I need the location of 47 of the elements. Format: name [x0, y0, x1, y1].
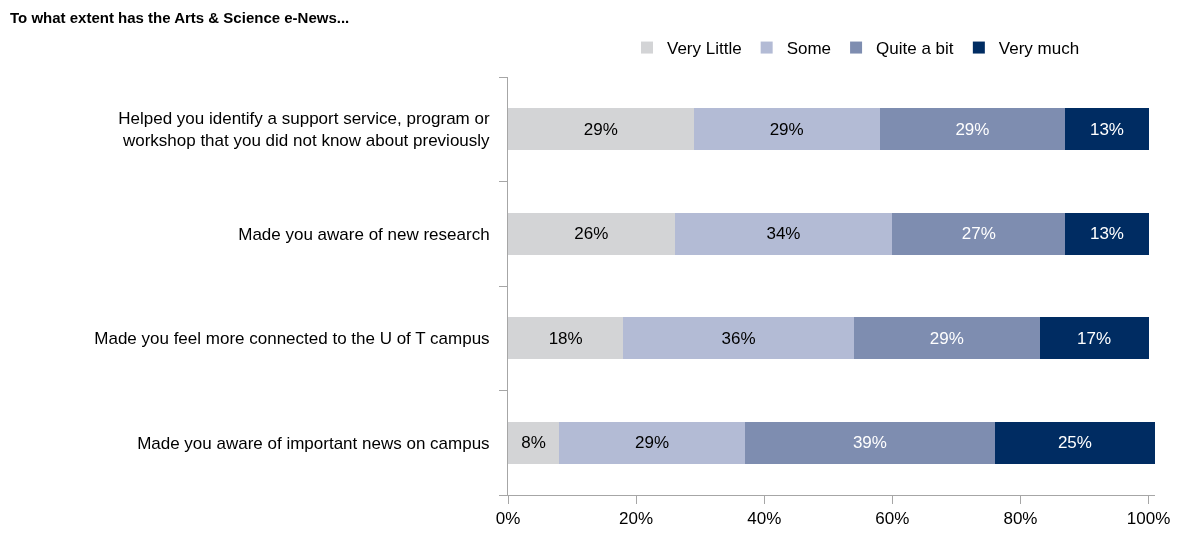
- legend-label: Some: [786, 39, 832, 59]
- data-label: 26%: [574, 224, 609, 244]
- x-tick-label: 100%: [1126, 509, 1171, 529]
- bar: [508, 108, 694, 151]
- data-label: 39%: [852, 433, 887, 453]
- bar: [994, 421, 1155, 464]
- bar: [508, 212, 675, 255]
- bar: [1065, 212, 1149, 255]
- bar: [508, 317, 624, 360]
- data-label: 25%: [1057, 433, 1092, 453]
- data-label: 34%: [766, 224, 801, 244]
- data-label: 29%: [929, 328, 964, 348]
- data-label: 13%: [1089, 119, 1124, 139]
- bar: [674, 212, 893, 255]
- legend-label: Very much: [998, 39, 1080, 59]
- bar: [1039, 317, 1149, 360]
- x-tick-label: 20%: [619, 509, 654, 529]
- bar: [559, 421, 746, 464]
- y-tick-label: Made you feel more connected to the U of T campus: [94, 329, 490, 349]
- legend-label: Very Little: [667, 39, 742, 59]
- bar: [879, 108, 1066, 151]
- legend-label: Quite a bit: [876, 39, 954, 59]
- x-tick-label: 60%: [875, 509, 910, 529]
- y-tick-label: Made you aware of new research: [238, 224, 490, 244]
- y-tick-label: Made you aware of important news on campus: [137, 433, 490, 453]
- x-tick-label: 40%: [747, 509, 782, 529]
- data-label: 17%: [1077, 328, 1112, 348]
- bar: [745, 421, 995, 464]
- data-label: 18%: [548, 328, 583, 348]
- bar: [853, 317, 1040, 360]
- data-label: 27%: [961, 224, 996, 244]
- bar: [693, 108, 880, 151]
- data-label: 13%: [1089, 224, 1124, 244]
- text: To what extent has the Arts & Science e-News...: [10, 9, 350, 27]
- data-label: 36%: [721, 328, 756, 348]
- data-label: 29%: [955, 119, 990, 139]
- data-label: 29%: [769, 119, 804, 139]
- bar: [623, 317, 854, 360]
- data-label: 8%: [521, 433, 546, 453]
- data-label: 29%: [635, 433, 670, 453]
- x-tick-label: 80%: [1003, 509, 1038, 529]
- x-tick-label: 0%: [495, 509, 521, 529]
- bar: [508, 421, 560, 464]
- bar: [1065, 108, 1149, 151]
- y-tick-label: Helped you identify a support service, program or workshop that you did not know about previously: [118, 109, 491, 151]
- data-label: 29%: [583, 119, 618, 139]
- bar: [892, 212, 1066, 255]
